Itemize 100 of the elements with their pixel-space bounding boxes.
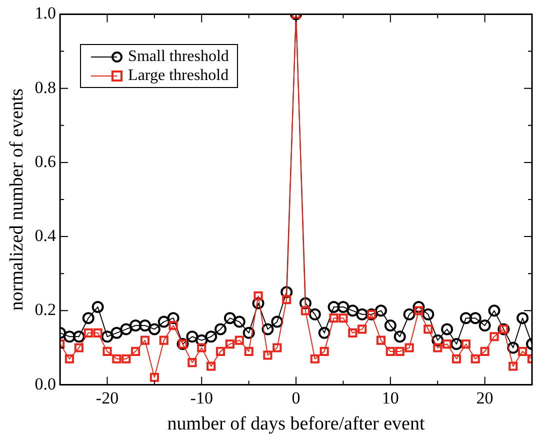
point [271, 316, 284, 328]
point [112, 354, 122, 364]
point [432, 334, 444, 346]
text: 0.0 [34, 374, 56, 394]
point [488, 304, 500, 317]
point [92, 300, 104, 313]
point [139, 320, 151, 332]
point [64, 354, 74, 364]
point [224, 312, 236, 324]
point [452, 354, 462, 364]
point [299, 297, 312, 310]
point [280, 286, 293, 298]
point [386, 346, 395, 356]
point [328, 300, 340, 313]
point [188, 358, 197, 368]
point [346, 304, 359, 317]
point [337, 300, 350, 313]
point [263, 350, 272, 360]
point [308, 308, 321, 320]
point [130, 320, 142, 332]
point [101, 330, 114, 343]
point [74, 343, 84, 352]
y-tick-label: 0.2 [34, 300, 56, 320]
point [310, 354, 320, 364]
point [272, 343, 282, 352]
legend-label: Large threshold [128, 66, 229, 86]
point [93, 328, 102, 338]
point [63, 330, 76, 343]
point [376, 336, 386, 345]
x-tick-label: -20 [96, 388, 119, 408]
point [282, 295, 292, 304]
point [110, 326, 123, 339]
point [422, 308, 434, 320]
point [150, 372, 159, 382]
point [167, 312, 180, 324]
y-axis-title: normalized number of events [6, 88, 28, 311]
point [470, 354, 480, 364]
point [358, 324, 367, 334]
point [412, 300, 425, 313]
point [216, 346, 226, 356]
point [424, 324, 433, 334]
point [102, 346, 112, 356]
y-tick-label: 0.4 [34, 226, 57, 246]
legend-label: Small threshold [128, 47, 229, 66]
point [120, 323, 132, 336]
point [395, 346, 404, 356]
point [197, 343, 206, 352]
point [414, 306, 424, 316]
point [148, 323, 160, 336]
point [403, 308, 416, 320]
point [225, 340, 234, 349]
point [122, 354, 131, 364]
point [186, 330, 198, 343]
point [394, 330, 406, 343]
x-tick-label: 0 [292, 388, 300, 408]
point [469, 312, 482, 324]
point [131, 346, 140, 356]
point [84, 328, 93, 338]
point [168, 320, 178, 330]
point [214, 323, 227, 336]
point [433, 343, 442, 352]
point [442, 340, 452, 349]
y-tick-label: 0.6 [34, 152, 56, 171]
point [329, 314, 338, 323]
point [242, 326, 255, 339]
point [159, 336, 168, 345]
y-tick-label: 1.0 [34, 4, 56, 23]
point [318, 326, 330, 339]
point [490, 332, 499, 342]
x-tick-label: -10 [190, 388, 213, 408]
point [233, 316, 246, 328]
point [72, 330, 85, 343]
x-axis-title: number of days before/after event [167, 414, 426, 435]
point [460, 312, 472, 324]
y-tick-label: 0.8 [34, 78, 56, 97]
point [374, 304, 387, 317]
point [348, 328, 358, 338]
point [252, 297, 264, 310]
point [205, 330, 218, 343]
point [140, 336, 150, 345]
point [480, 346, 490, 356]
x-tick-label: 10 [382, 388, 399, 408]
point [234, 336, 244, 345]
point [338, 314, 348, 323]
point [300, 306, 310, 316]
point [516, 312, 529, 324]
point [356, 308, 368, 320]
point [82, 312, 94, 324]
point [254, 291, 263, 300]
x-tick-label: 20 [476, 388, 494, 408]
point [404, 343, 414, 352]
point [196, 334, 208, 346]
point [461, 340, 470, 349]
point [518, 346, 528, 356]
point [478, 320, 491, 332]
point [508, 362, 518, 371]
point [507, 342, 520, 354]
point [158, 316, 170, 328]
point [206, 362, 216, 371]
point [244, 346, 254, 356]
